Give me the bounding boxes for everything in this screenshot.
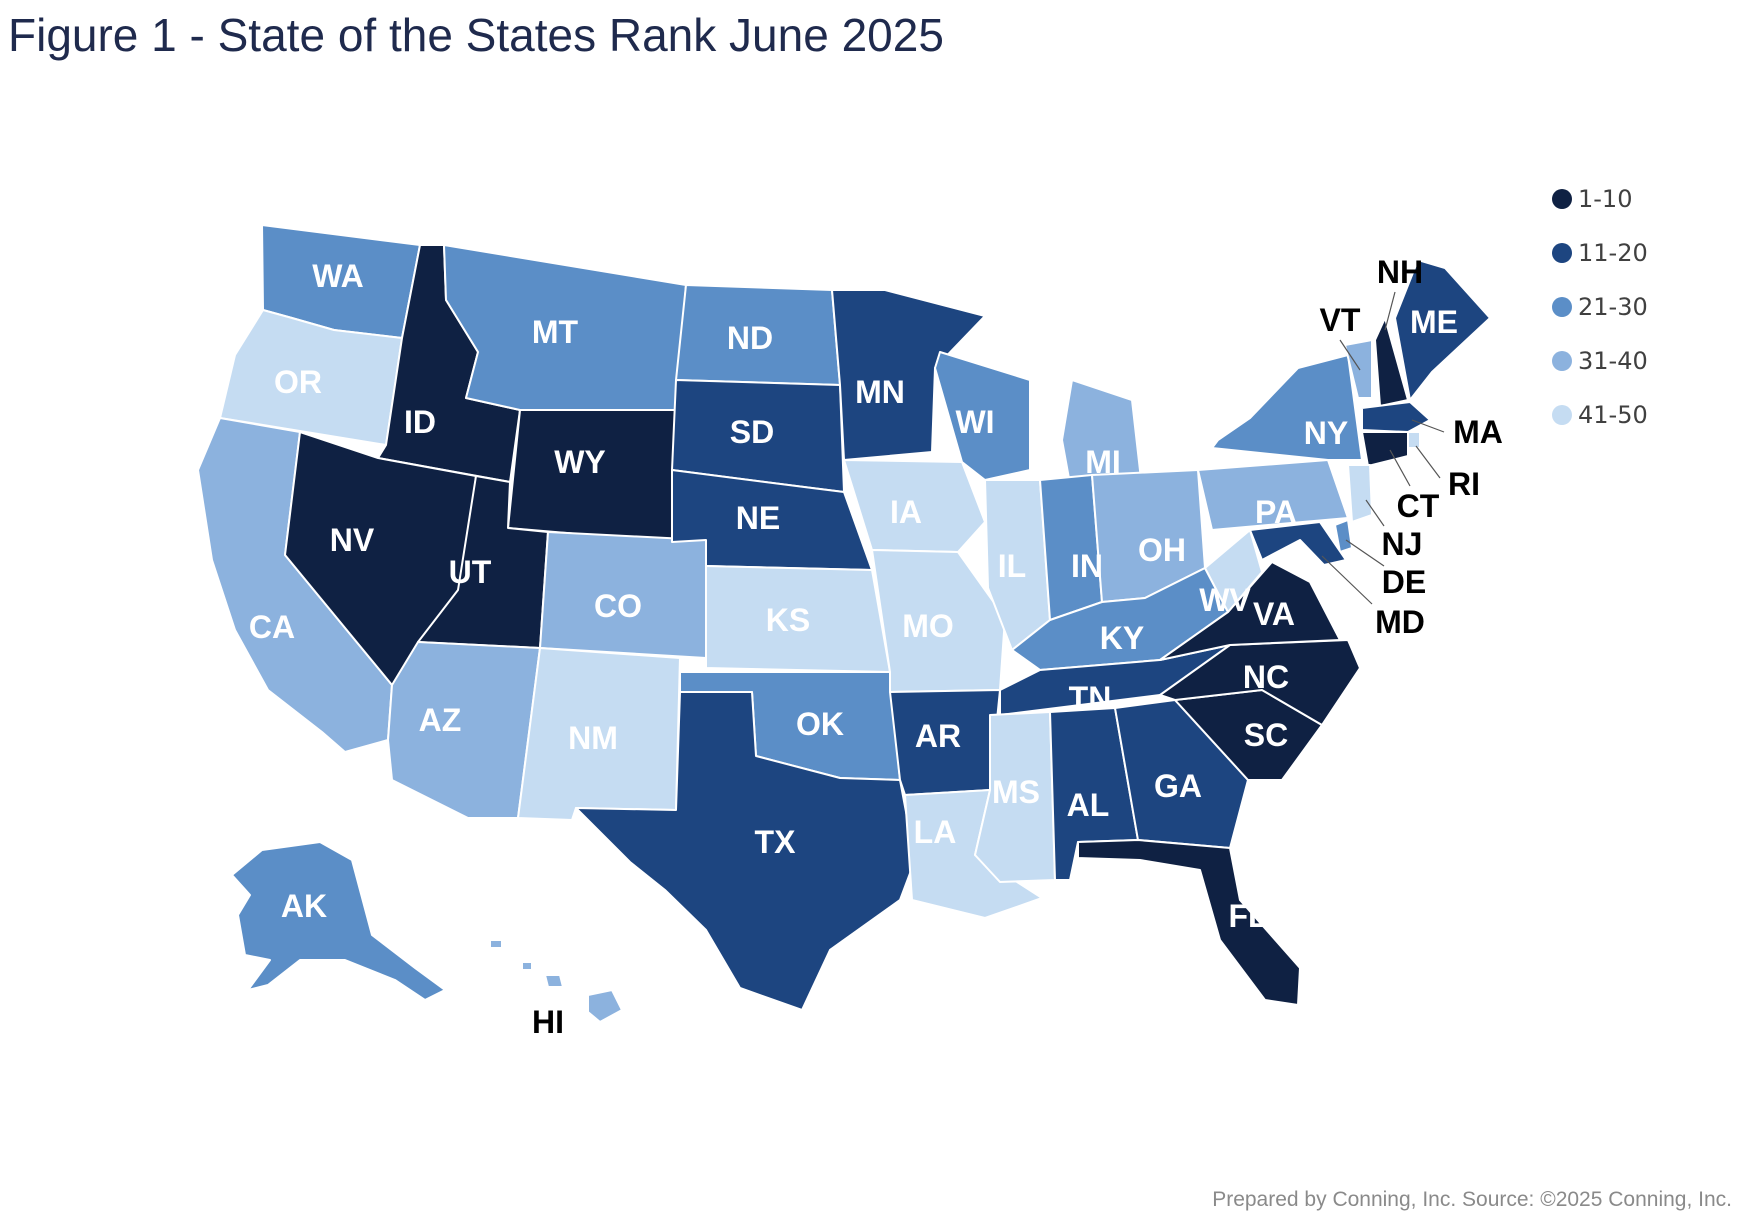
- state-mn: [831, 289, 986, 461]
- state-label-sd: SD: [730, 414, 774, 450]
- state-vt: [1344, 339, 1373, 399]
- state-label-ma: MA: [1453, 414, 1503, 450]
- state-label-oh: OH: [1138, 532, 1186, 568]
- state-label-ga: GA: [1154, 768, 1202, 804]
- state-label-tx: TX: [755, 824, 797, 860]
- state-label-ia: IA: [890, 494, 922, 530]
- state-label-mt: MT: [532, 314, 579, 350]
- state-label-me: ME: [1410, 304, 1458, 340]
- state-label-wy: WY: [554, 444, 606, 480]
- state-az: [387, 641, 541, 819]
- state-label-ms: MS: [992, 774, 1040, 810]
- state-label-md: MD: [1375, 604, 1425, 640]
- state-label-co: CO: [594, 588, 642, 624]
- state-label-ut: UT: [449, 554, 492, 590]
- state-me: [1394, 259, 1491, 401]
- legend-item: 11-20: [1552, 226, 1648, 280]
- state-label-ca: CA: [249, 609, 295, 645]
- state-label-nd: ND: [727, 320, 773, 356]
- legend-label: 11-20: [1578, 239, 1648, 267]
- figure-title: Figure 1 - State of the States Rank June…: [8, 9, 944, 61]
- legend-swatch-icon: [1552, 243, 1572, 263]
- state-label-nc: NC: [1243, 659, 1289, 695]
- state-label-sc: SC: [1244, 717, 1288, 753]
- legend-label: 31-40: [1578, 347, 1648, 375]
- state-label-in: IN: [1071, 548, 1103, 584]
- state-label-nj: NJ: [1382, 526, 1423, 562]
- state-label-de: DE: [1382, 564, 1426, 600]
- state-nh: [1374, 317, 1409, 407]
- leader-line-nj: [1365, 499, 1385, 527]
- source-credit: Prepared by Conning, Inc. Source: ©2025 …: [1212, 1188, 1732, 1211]
- state-label-hi: HI: [532, 1004, 564, 1040]
- state-label-ct: CT: [1397, 488, 1440, 524]
- legend-item: 21-30: [1552, 280, 1648, 334]
- leader-line-vt: [1339, 339, 1361, 371]
- state-label-nm: NM: [568, 720, 618, 756]
- state-label-ks: KS: [766, 602, 810, 638]
- state-label-pa: PA: [1255, 494, 1297, 530]
- state-label-ri: RI: [1448, 466, 1480, 502]
- legend-swatch-icon: [1552, 297, 1572, 317]
- state-ma: [1361, 401, 1431, 433]
- state-de: [1334, 519, 1353, 553]
- leader-line-ct: [1389, 449, 1411, 487]
- state-ny: [1211, 354, 1363, 461]
- state-label-ok: OK: [796, 706, 844, 742]
- state-label-mn: MN: [855, 374, 905, 410]
- state-label-ak: AK: [281, 888, 327, 924]
- state-label-al: AL: [1067, 787, 1110, 823]
- legend: 1-10 11-20 21-30 31-40 41-50: [1552, 172, 1648, 442]
- state-label-mi: MI: [1085, 444, 1121, 480]
- state-ak: [231, 841, 446, 1001]
- state-label-id: ID: [404, 404, 436, 440]
- legend-label: 1-10: [1578, 185, 1633, 213]
- state-label-wi: WI: [955, 404, 994, 440]
- legend-item: 31-40: [1552, 334, 1648, 388]
- state-label-mo: MO: [902, 608, 954, 644]
- leader-line-ri: [1415, 445, 1441, 479]
- leader-line-md: [1321, 555, 1373, 605]
- state-label-va: VA: [1253, 596, 1295, 632]
- state-ga: [1114, 699, 1249, 849]
- state-label-ny: NY: [1304, 415, 1348, 451]
- state-label-fl: FL: [1228, 898, 1267, 934]
- state-ia: [843, 459, 986, 553]
- state-label-ar: AR: [915, 718, 961, 754]
- legend-label: 21-30: [1578, 293, 1648, 321]
- state-label-ne: NE: [736, 500, 780, 536]
- state-label-nh: NH: [1377, 254, 1423, 290]
- state-label-wa: WA: [312, 258, 364, 294]
- state-label-nv: NV: [330, 522, 375, 558]
- legend-swatch-icon: [1552, 405, 1572, 425]
- state-label-la: LA: [914, 814, 957, 850]
- legend-swatch-icon: [1552, 351, 1572, 371]
- legend-label: 41-50: [1578, 401, 1648, 429]
- state-fl: [1077, 839, 1301, 1006]
- leader-line-nh: [1384, 291, 1396, 331]
- state-label-ky: KY: [1100, 620, 1144, 656]
- legend-swatch-icon: [1552, 189, 1572, 209]
- state-ri: [1407, 431, 1421, 449]
- state-tx: [575, 691, 916, 1011]
- state-md: [1249, 521, 1347, 566]
- state-label-il: IL: [998, 548, 1026, 584]
- state-label-wv: WV: [1199, 582, 1251, 618]
- state-label-vt: VT: [1320, 302, 1361, 338]
- state-wv: [1204, 529, 1263, 613]
- state-label-az: AZ: [419, 702, 462, 738]
- legend-item: 41-50: [1552, 388, 1648, 442]
- state-label-tn: TN: [1069, 680, 1112, 716]
- legend-item: 1-10: [1552, 172, 1648, 226]
- state-ct: [1361, 431, 1409, 467]
- state-nj: [1347, 464, 1373, 523]
- state-label-or: OR: [274, 364, 322, 400]
- state-hi: [489, 939, 623, 1023]
- state-pa: [1197, 459, 1349, 531]
- leader-line-de: [1345, 539, 1385, 567]
- leader-line-ma: [1411, 419, 1445, 433]
